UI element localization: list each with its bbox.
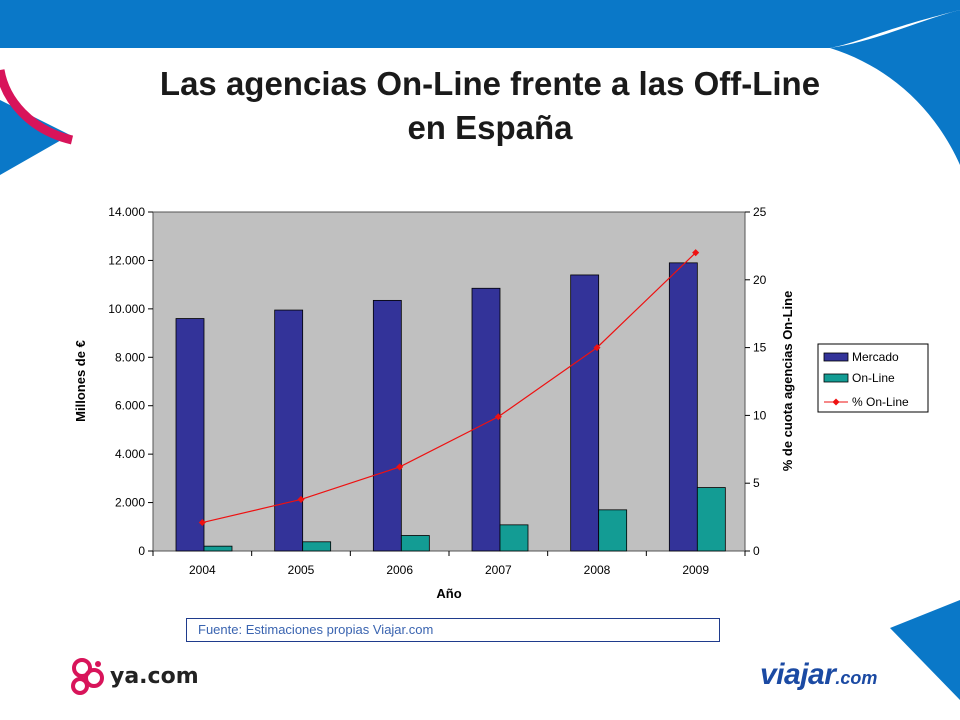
left-pink-curve bbox=[0, 69, 74, 145]
y-axis-left: 0 2.000 4.000 6.000 8.000 10.000 12.000 14.000 bbox=[108, 205, 153, 558]
y-tick-label: 12.000 bbox=[108, 253, 145, 267]
bottom-right-blue-wedge bbox=[890, 600, 960, 700]
bar-mercado bbox=[274, 309, 304, 552]
x-tick-label: 2004 bbox=[189, 563, 216, 577]
y2-tick-label: 10 bbox=[753, 408, 767, 422]
pct-online-point bbox=[692, 249, 700, 257]
y2-tick-label: 0 bbox=[753, 544, 760, 558]
legend-swatch-mercado bbox=[823, 352, 849, 362]
viajar-logo-main: viajar bbox=[760, 658, 836, 691]
y-tick-label: 0 bbox=[138, 544, 145, 558]
x-tick-label: 2007 bbox=[485, 563, 512, 577]
bar-mercado bbox=[175, 318, 205, 552]
ya-com-logo: ya.com bbox=[68, 656, 199, 700]
pct-online-point bbox=[297, 495, 305, 504]
title-line-1: Las agencias On-Line frente a las Off-Li… bbox=[159, 65, 821, 102]
y-tick-label: 8.000 bbox=[115, 350, 145, 364]
x-axis: 2004 2005 2006 2007 2008 2009 bbox=[152, 551, 746, 577]
left-blue-wedge bbox=[0, 100, 70, 175]
bar-online bbox=[203, 545, 233, 552]
plot-area bbox=[152, 211, 746, 552]
bar-mercado bbox=[570, 274, 600, 552]
y2-tick-label: 15 bbox=[753, 341, 767, 355]
x-tick-label: 2008 bbox=[584, 563, 611, 577]
title-line-2: en España bbox=[407, 109, 573, 146]
source-note: Fuente: Estimaciones propias Viajar.com bbox=[186, 618, 720, 642]
bar-online bbox=[598, 509, 628, 552]
slide-title: Las agencias On-Line frente a las Off-Li… bbox=[60, 62, 920, 150]
y-tick-label: 14.000 bbox=[108, 205, 145, 219]
legend-swatch-online bbox=[823, 373, 849, 383]
pct-online-series-line bbox=[202, 252, 697, 524]
y2-tick-label: 5 bbox=[753, 476, 760, 490]
bar-online bbox=[696, 487, 726, 552]
viajar-com-logo: viajar.com bbox=[760, 658, 877, 692]
source-text: Fuente: Estimaciones propias Viajar.com bbox=[198, 622, 434, 637]
y2-tick-label: 20 bbox=[753, 273, 767, 287]
y-tick-label: 6.000 bbox=[115, 399, 145, 413]
top-right-blue-curve bbox=[830, 10, 960, 165]
x-tick-label: 2006 bbox=[386, 563, 413, 577]
x-tick-label: 2005 bbox=[288, 563, 315, 577]
top-left-blue-band bbox=[0, 0, 960, 48]
legend-label-mercado: Mercado bbox=[852, 350, 899, 364]
y-tick-label: 10.000 bbox=[108, 302, 145, 316]
y-tick-label: 2.000 bbox=[115, 496, 145, 510]
x-tick-label: 2009 bbox=[682, 563, 709, 577]
y-axis-right: 0 5 10 15 20 25 bbox=[745, 205, 767, 558]
ya-com-logo-icon bbox=[71, 658, 104, 695]
bar-online bbox=[499, 524, 529, 552]
pct-online-point bbox=[593, 344, 601, 352]
bar-mercado bbox=[372, 299, 402, 552]
y-tick-label: 4.000 bbox=[115, 447, 145, 461]
y2-axis-label: % de cuota agencias On-Line bbox=[780, 291, 795, 472]
pct-online-point bbox=[396, 463, 404, 471]
viajar-logo-suffix: .com bbox=[835, 668, 878, 688]
bar-mercado bbox=[471, 287, 501, 552]
legend-label-pct: % On-Line bbox=[852, 395, 909, 409]
x-axis-label: Año bbox=[436, 586, 461, 601]
legend-swatch-pct-marker bbox=[832, 398, 840, 406]
bars bbox=[175, 262, 726, 552]
pct-online-point bbox=[198, 518, 206, 527]
bar-online bbox=[400, 535, 430, 552]
y-axis-label: Millones de € bbox=[73, 340, 88, 422]
pct-online-point bbox=[494, 413, 502, 421]
bar-online bbox=[302, 541, 332, 552]
pct-online-line bbox=[198, 249, 700, 527]
legend: Mercado On-Line % On-Line bbox=[817, 343, 929, 413]
bar-mercado bbox=[668, 262, 698, 552]
ya-com-logo-text: ya.com bbox=[110, 664, 199, 689]
legend-label-online: On-Line bbox=[852, 371, 895, 385]
y2-tick-label: 25 bbox=[753, 205, 767, 219]
